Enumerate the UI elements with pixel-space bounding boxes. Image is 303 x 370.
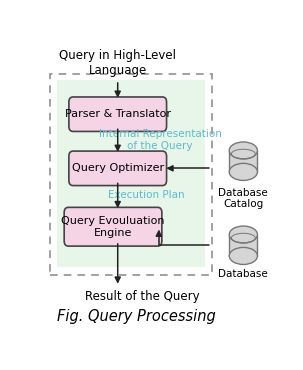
- Ellipse shape: [229, 248, 258, 265]
- FancyBboxPatch shape: [69, 97, 167, 131]
- Text: Parser & Translator: Parser & Translator: [65, 109, 171, 119]
- Ellipse shape: [229, 163, 258, 181]
- Ellipse shape: [229, 226, 258, 243]
- Ellipse shape: [229, 142, 258, 159]
- Polygon shape: [229, 151, 258, 172]
- FancyBboxPatch shape: [69, 151, 167, 186]
- FancyBboxPatch shape: [64, 207, 162, 246]
- FancyBboxPatch shape: [57, 80, 205, 267]
- Text: Query in High-Level
Language: Query in High-Level Language: [59, 49, 176, 77]
- Text: Internal Representation
of the Query: Internal Representation of the Query: [98, 129, 221, 151]
- Text: Query Optimizer: Query Optimizer: [72, 163, 164, 173]
- Polygon shape: [229, 235, 258, 256]
- Text: Execution Plan: Execution Plan: [108, 190, 184, 200]
- Text: Database: Database: [218, 269, 268, 279]
- Text: Result of the Query: Result of the Query: [85, 290, 199, 303]
- Text: Fig. Query Processing: Fig. Query Processing: [57, 309, 215, 324]
- Text: Query Evouluation
Engine: Query Evouluation Engine: [61, 216, 165, 238]
- Text: Database
Catalog: Database Catalog: [218, 188, 268, 209]
